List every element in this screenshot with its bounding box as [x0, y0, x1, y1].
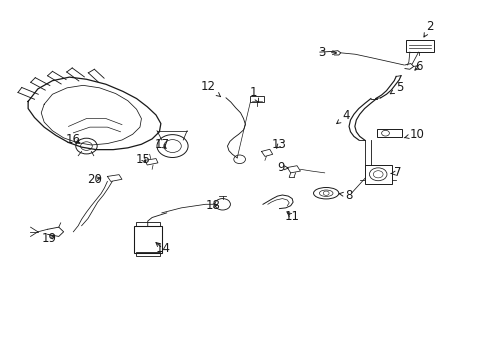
Bar	[133, 226, 162, 253]
Bar	[365, 165, 391, 184]
Text: 14: 14	[155, 242, 170, 255]
Text: 17: 17	[154, 139, 169, 152]
Text: 2: 2	[423, 20, 433, 37]
Text: 8: 8	[339, 189, 352, 202]
Text: 12: 12	[200, 80, 220, 97]
Text: 3: 3	[318, 46, 336, 59]
Text: 6: 6	[414, 60, 422, 73]
Text: 4: 4	[336, 109, 349, 123]
Text: 13: 13	[271, 139, 286, 152]
Text: 7: 7	[390, 166, 401, 179]
Text: 11: 11	[284, 210, 299, 223]
Bar	[250, 96, 264, 102]
Text: 18: 18	[205, 199, 220, 212]
Text: 1: 1	[249, 86, 258, 102]
Text: 19: 19	[41, 233, 57, 246]
Bar	[376, 129, 401, 137]
Bar	[135, 222, 160, 226]
Text: 15: 15	[136, 153, 150, 166]
Bar	[135, 252, 160, 256]
Text: 20: 20	[87, 173, 102, 186]
Text: 5: 5	[389, 81, 403, 94]
Text: 16: 16	[66, 134, 81, 147]
Text: 9: 9	[277, 161, 287, 174]
Bar	[405, 40, 433, 52]
Text: 10: 10	[404, 128, 424, 141]
